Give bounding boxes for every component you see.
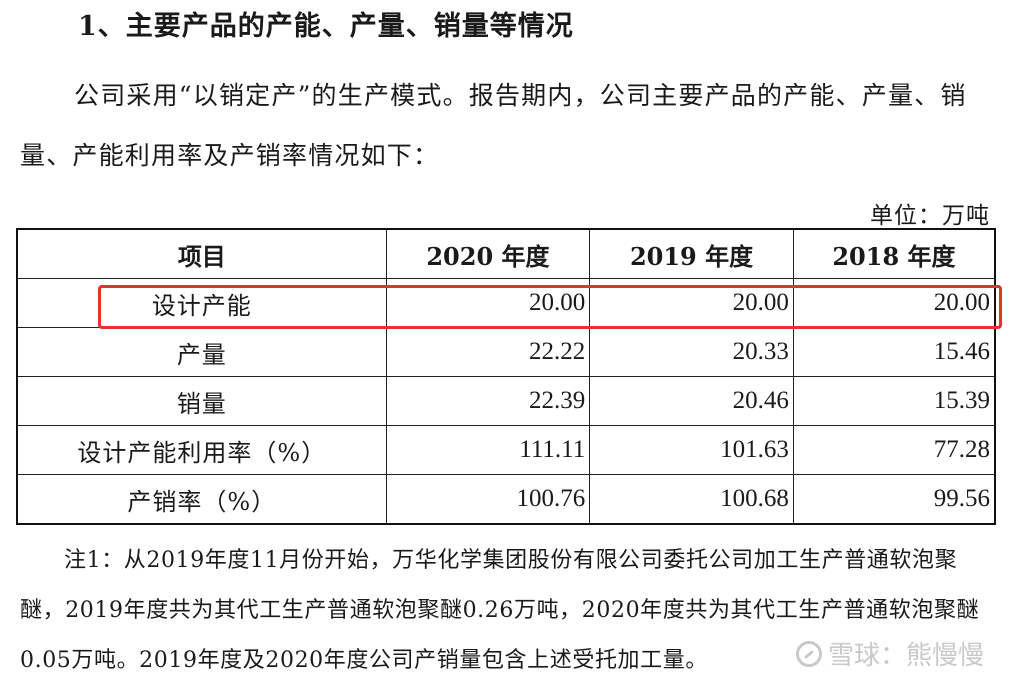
- unit-label: 单位：万吨: [870, 203, 990, 229]
- capacity-table: 项目 2020 年度 2019 年度 2018 年度 设计产能 20.00 20…: [16, 228, 996, 525]
- footnote: 注1：从2019年度11月份开始，万华化学集团股份有限公司委托公司加工生产普通软…: [20, 536, 996, 686]
- cell-2019: 20.33: [589, 327, 794, 377]
- cell-2018: 99.56: [792, 474, 996, 525]
- cell-2020: 22.39: [385, 376, 591, 426]
- cell-2018: 15.46: [792, 327, 996, 377]
- table-row: 产销率（%） 100.76 100.68 99.56: [16, 474, 996, 525]
- section-heading: 1、主要产品的产能、产量、销量等情况: [78, 11, 574, 42]
- cell-2019: 101.63: [589, 425, 794, 475]
- header-2018: 2018 年度: [792, 228, 996, 279]
- header-2019: 2019 年度: [589, 228, 794, 279]
- table-row: 设计产能利用率（%） 111.11 101.63 77.28: [16, 425, 996, 475]
- table-header-row: 项目 2020 年度 2019 年度 2018 年度: [16, 228, 996, 279]
- cell-2018: 15.39: [792, 376, 996, 426]
- watermark: 雪球：熊慢慢: [795, 635, 984, 672]
- intro-paragraph: 公司采用“以销定产”的生产模式。报告期内，公司主要产品的产能、产量、销量、产能利…: [20, 66, 1000, 186]
- cell-2020: 22.22: [385, 327, 591, 377]
- intro-text: 公司采用“以销定产”的生产模式。报告期内，公司主要产品的产能、产量、销量、产能利…: [20, 81, 967, 170]
- row-label: 产量: [16, 327, 387, 377]
- cell-2019: 20.46: [589, 376, 794, 426]
- cell-2020: 100.76: [385, 474, 591, 525]
- cell-2019: 100.68: [589, 474, 794, 525]
- row-label: 设计产能利用率（%）: [16, 425, 387, 475]
- watermark-text: 雪球：熊慢慢: [827, 641, 984, 671]
- header-2020: 2020 年度: [385, 228, 591, 279]
- header-item: 项目: [16, 228, 387, 279]
- footnote-text: 注1：从2019年度11月份开始，万华化学集团股份有限公司委托公司加工生产普通软…: [20, 548, 980, 673]
- xueqiu-logo-icon: [795, 640, 822, 667]
- row-label: 销量: [16, 376, 387, 426]
- highlight-box: [98, 285, 1002, 329]
- table-row: 销量 22.39 20.46 15.39: [16, 376, 996, 426]
- table-row: 产量 22.22 20.33 15.46: [16, 327, 996, 377]
- row-label: 产销率（%）: [16, 474, 387, 525]
- cell-2020: 111.11: [385, 425, 591, 475]
- cell-2018: 77.28: [792, 425, 996, 475]
